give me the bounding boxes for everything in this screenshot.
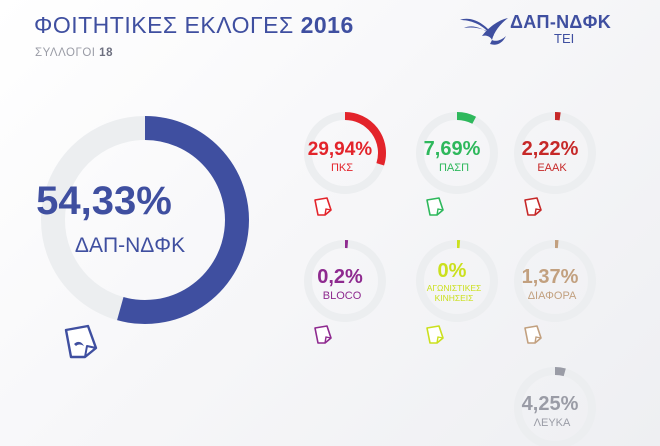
value-label-bloco: 0,2% <box>317 266 363 288</box>
value-label-diafora: 1,37% <box>522 266 579 288</box>
note-icon-bloco <box>314 325 332 344</box>
page-title: ΦΟΙΤΗΤΙΚΕΣ ΕΚΛΟΓΕΣ 2016 <box>34 12 354 39</box>
ring-arc-pasp <box>456 112 477 124</box>
subtitle-count: 18 <box>99 47 113 59</box>
name-label-bloco: BLOCO <box>323 290 362 302</box>
logo-subtitle: ΤΕΙ <box>554 31 575 46</box>
title-year: 2016 <box>300 12 354 38</box>
note-icon-eaak <box>524 197 542 216</box>
ring-arc-leyka <box>554 367 566 377</box>
name-label-pks: ΠΚΣ <box>331 162 353 174</box>
title-text: ΦΟΙΤΗΤΙΚΕΣ ΕΚΛΟΓΕΣ <box>34 12 294 38</box>
value-label-pasp: 7,69% <box>424 138 481 160</box>
value-label-pks: 29,94% <box>308 139 373 160</box>
name-label-pasp: ΠΑΣΠ <box>439 162 469 174</box>
name-label-diafora: ΔΙΑΦΟΡΑ <box>528 290 577 302</box>
value-label-leyka: 4,25% <box>522 393 579 415</box>
name-label-leyka: ΛΕΥΚΑ <box>534 417 571 429</box>
subtitle-label: ΣΥΛΛΟΓΟΙ <box>35 47 96 59</box>
ring-arc-ndfk <box>117 116 249 324</box>
name-label-agonistikes-line1: ΑΓΩΝΙΣΤΙΚΕΣ <box>427 283 482 293</box>
note-icon-pasp <box>426 197 444 216</box>
note-icon-agonistikes <box>426 325 444 344</box>
ring-arc-pks <box>344 112 386 166</box>
note-icon-pks <box>314 197 332 216</box>
note-icon-diafora <box>524 325 542 344</box>
note-icon-ndfk <box>64 324 98 359</box>
name-label-eaak: ΕΑΑΚ <box>537 162 567 174</box>
value-label-eaak: 2,22% <box>522 138 579 160</box>
name-label-agonistikes-line2: ΚΙΝΗΣΕΙΣ <box>435 293 474 303</box>
bird-logo-icon <box>460 18 508 45</box>
value-label-ndfk: 54,33% <box>36 179 172 223</box>
page-subtitle: ΣΥΛΛΟΓΟΙ 18 <box>35 47 113 59</box>
value-label-agonistikes: 0% <box>438 260 467 282</box>
name-label-ndfk: ΔΑΠ-ΝΔΦΚ <box>75 234 185 257</box>
logo-name: ΔΑΠ-ΝΔΦΚ <box>510 12 612 32</box>
